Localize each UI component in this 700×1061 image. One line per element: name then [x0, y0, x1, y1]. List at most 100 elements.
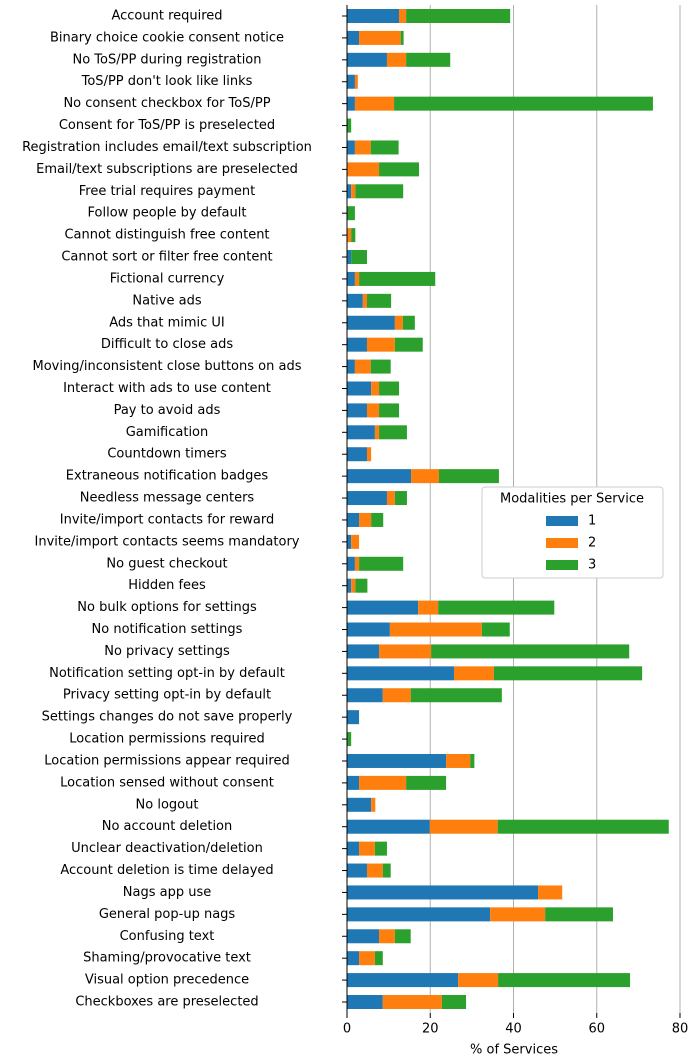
y-tick-label: No ToS/PP during registration [72, 52, 261, 67]
legend-box [481, 486, 664, 579]
bar-segment [538, 885, 563, 900]
bar-segment [446, 753, 471, 768]
bar-segment [347, 162, 380, 177]
bar-segment [347, 863, 367, 878]
bar-segment [379, 381, 400, 396]
bar-segment [429, 819, 498, 834]
bar-segment [354, 96, 395, 111]
y-tick-label: Extraneous notification badges [66, 469, 269, 484]
bar-segment [347, 52, 387, 67]
bar-segment [362, 293, 367, 308]
bar-segment [347, 578, 352, 593]
bar-segment [394, 929, 411, 944]
bar-segment [347, 600, 419, 615]
y-tick-label: Follow people by default [88, 206, 247, 221]
y-tick-label: Pay to avoid ads [114, 403, 221, 418]
y-tick-label: Native ads [132, 293, 201, 308]
y-tick-label: Invite/import contacts for reward [60, 512, 275, 527]
y-tick-label: Cannot distinguish free content [64, 228, 269, 243]
bar-segment [498, 973, 631, 988]
bar-segment [379, 425, 407, 440]
x-tick-label: 40 [505, 1022, 522, 1037]
bar-segment [470, 753, 475, 768]
bar-segment [359, 271, 436, 286]
bar-segment [374, 425, 380, 440]
bar-segment [347, 688, 383, 703]
bar-segment [374, 841, 387, 856]
bar-segment [366, 403, 380, 418]
bar-segment [347, 534, 352, 549]
bar-segment [394, 491, 407, 506]
bar-segment [355, 184, 404, 199]
bar-segment [347, 469, 412, 484]
bar-segment [347, 710, 360, 725]
bar-segment [347, 995, 383, 1009]
bar-segment [347, 140, 355, 155]
bar-segment [389, 622, 482, 637]
bar-segment [347, 951, 360, 966]
bar-segment [355, 578, 368, 593]
y-tick-label: Ads that mimic UI [109, 315, 225, 330]
y-tick-label: Location sensed without consent [60, 775, 274, 790]
bar-segment [347, 359, 355, 374]
bar-segment [411, 469, 439, 484]
y-tick-label: General pop-up nags [99, 907, 236, 922]
bar-segment [402, 315, 415, 330]
bar-segment [347, 250, 352, 265]
bar-segment [347, 929, 380, 944]
x-axis-label: % of Services [470, 1043, 558, 1058]
bar-segment [394, 337, 423, 352]
bar-segment [347, 885, 539, 900]
bar-segment [347, 644, 380, 659]
bar-segment [386, 52, 407, 67]
bar-segment [359, 841, 375, 856]
y-tick-label: No notification settings [92, 622, 243, 637]
bar-segment [347, 118, 352, 133]
bar-segment [347, 753, 447, 768]
bar-segment [406, 775, 447, 790]
bar-segment [347, 447, 367, 462]
bar-segment [545, 907, 613, 922]
bar-segment [458, 973, 499, 988]
bar-segment [490, 907, 546, 922]
y-tick-label: Gamification [126, 425, 209, 440]
bar-segment [347, 556, 355, 571]
y-tick-label: Registration includes email/text subscri… [22, 140, 312, 155]
bar-segment [382, 995, 442, 1009]
bar-segment [347, 841, 360, 856]
bar-segment [347, 184, 352, 199]
legend-swatch [546, 560, 578, 570]
y-tick-label: Moving/inconsistent close buttons on ads [33, 359, 302, 374]
y-tick-label: Nags app use [123, 885, 211, 900]
bar-segment [400, 30, 404, 45]
bar-segment [438, 469, 499, 484]
bar-segment [354, 74, 358, 89]
bar-segment [366, 337, 395, 352]
y-tick-label: Location permissions required [69, 732, 264, 747]
bar-segment [347, 403, 367, 418]
bar-segment [386, 491, 395, 506]
bar-segment [347, 74, 355, 89]
y-tick-label: No guest checkout [106, 556, 227, 571]
y-tick-label: Privacy setting opt-in by default [63, 688, 271, 703]
bar-segment [347, 337, 367, 352]
y-tick-label: Invite/import contacts seems mandatory [35, 534, 300, 549]
y-tick-label: Cannot sort or filter free content [61, 250, 272, 265]
bar-segment [379, 403, 400, 418]
bar-segment [351, 184, 356, 199]
bar-segment [481, 622, 510, 637]
y-tick-label: Shaming/provocative text [83, 951, 251, 966]
bar-segment [379, 929, 395, 944]
y-tick-label: No bulk options for settings [77, 600, 257, 615]
y-tick-label: Email/text subscriptions are preselected [36, 162, 298, 177]
bar-segment [371, 797, 376, 812]
bar-segment [438, 600, 555, 615]
bar-segment [351, 228, 356, 243]
bar-segment [347, 271, 355, 286]
bar-segment [354, 271, 360, 286]
bar-segment [382, 688, 411, 703]
bar-segment [347, 973, 459, 988]
y-tick-label: Account deletion is time delayed [60, 863, 273, 878]
bar-segment [370, 359, 391, 374]
